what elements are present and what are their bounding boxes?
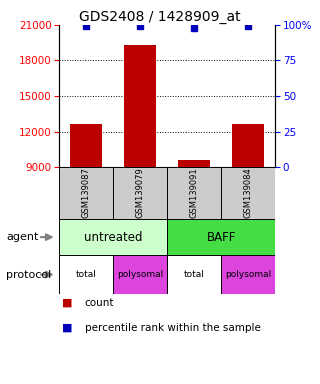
Text: percentile rank within the sample: percentile rank within the sample bbox=[85, 323, 261, 333]
Text: total: total bbox=[184, 270, 204, 279]
Text: GDS2408 / 1428909_at: GDS2408 / 1428909_at bbox=[79, 10, 241, 23]
Text: agent: agent bbox=[6, 232, 39, 242]
Text: ■: ■ bbox=[62, 323, 73, 333]
Bar bbox=[178, 160, 211, 167]
Bar bbox=[59, 167, 113, 219]
Text: GSM139084: GSM139084 bbox=[244, 167, 253, 218]
Bar bbox=[232, 124, 264, 167]
Bar bbox=[221, 167, 275, 219]
Text: BAFF: BAFF bbox=[206, 231, 236, 243]
Bar bbox=[221, 255, 275, 294]
Text: total: total bbox=[76, 270, 97, 279]
Text: ■: ■ bbox=[62, 298, 73, 308]
Bar bbox=[124, 45, 156, 167]
Bar bbox=[113, 255, 167, 294]
Text: GSM139079: GSM139079 bbox=[136, 167, 145, 218]
Text: untreated: untreated bbox=[84, 231, 142, 243]
Text: GSM139091: GSM139091 bbox=[190, 168, 199, 218]
Bar bbox=[70, 124, 102, 167]
Bar bbox=[59, 255, 113, 294]
Bar bbox=[113, 167, 167, 219]
Bar bbox=[167, 167, 221, 219]
Bar bbox=[167, 219, 275, 255]
Text: count: count bbox=[85, 298, 114, 308]
Bar bbox=[59, 219, 167, 255]
Text: protocol: protocol bbox=[6, 270, 52, 280]
Text: GSM139087: GSM139087 bbox=[82, 167, 91, 218]
Text: polysomal: polysomal bbox=[117, 270, 163, 279]
Bar bbox=[167, 255, 221, 294]
Text: polysomal: polysomal bbox=[225, 270, 271, 279]
